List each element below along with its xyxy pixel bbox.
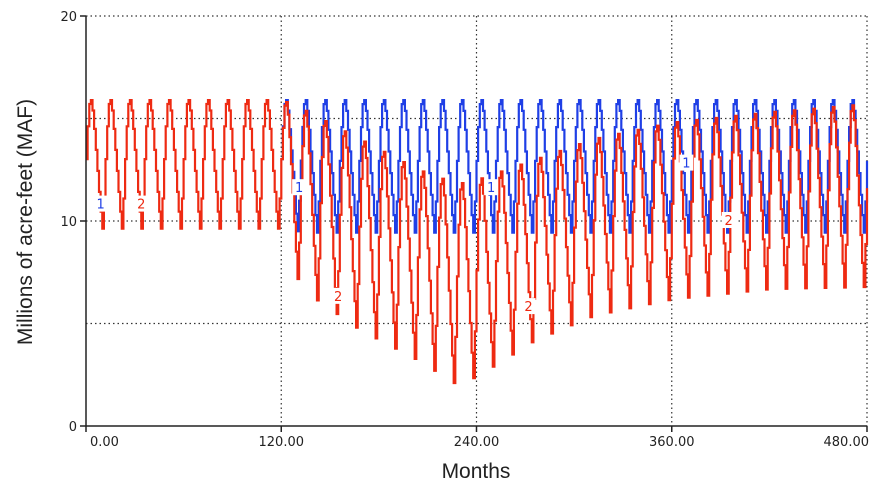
x-tick-label: 0.00 bbox=[90, 435, 119, 450]
series-2-marker-box bbox=[134, 195, 149, 212]
series-1-marker-box bbox=[484, 179, 499, 196]
grid-layer bbox=[86, 15, 868, 426]
axes-layer: 0 10 20 0.00 120.00 240.00 360.00 480.00 bbox=[60, 10, 869, 450]
series-1-marker-label: 1 bbox=[295, 181, 303, 196]
series-layer bbox=[86, 99, 869, 385]
series-2-marker-box bbox=[331, 287, 346, 304]
y-axis-title: Millions of acre-feet (MAF) bbox=[14, 99, 37, 345]
x-axis-title: Months bbox=[442, 460, 511, 483]
series-2-marker-box bbox=[521, 298, 536, 315]
x-tick-label: 240.00 bbox=[454, 435, 500, 450]
series-2-marker-label: 2 bbox=[524, 300, 532, 315]
series-1-marker-box bbox=[679, 154, 694, 171]
series-2-marker-label: 2 bbox=[725, 214, 733, 229]
series-2-marker-label: 2 bbox=[137, 198, 145, 213]
x-tick-label: 480.00 bbox=[824, 435, 870, 450]
series-1-marker-box bbox=[93, 195, 108, 212]
y-tick-label: 10 bbox=[60, 215, 77, 230]
series-2-marker-box bbox=[721, 212, 736, 228]
x-tick-label: 360.00 bbox=[649, 435, 695, 450]
series-1-marker-label: 1 bbox=[97, 198, 105, 213]
series-2-marker-label: 2 bbox=[334, 290, 342, 305]
series-1-marker-box bbox=[292, 179, 307, 196]
series-1-line bbox=[281, 99, 869, 234]
series-1-marker-label: 1 bbox=[682, 157, 690, 172]
marker-layer: 1 1 1 1 2 2 2 2 bbox=[93, 154, 736, 315]
x-tick-label: 120.00 bbox=[259, 435, 305, 450]
series-1-marker-label: 1 bbox=[487, 181, 495, 196]
y-tick-label: 20 bbox=[60, 10, 77, 25]
y-tick-label: 0 bbox=[69, 420, 77, 435]
series-2-line bbox=[86, 99, 869, 385]
